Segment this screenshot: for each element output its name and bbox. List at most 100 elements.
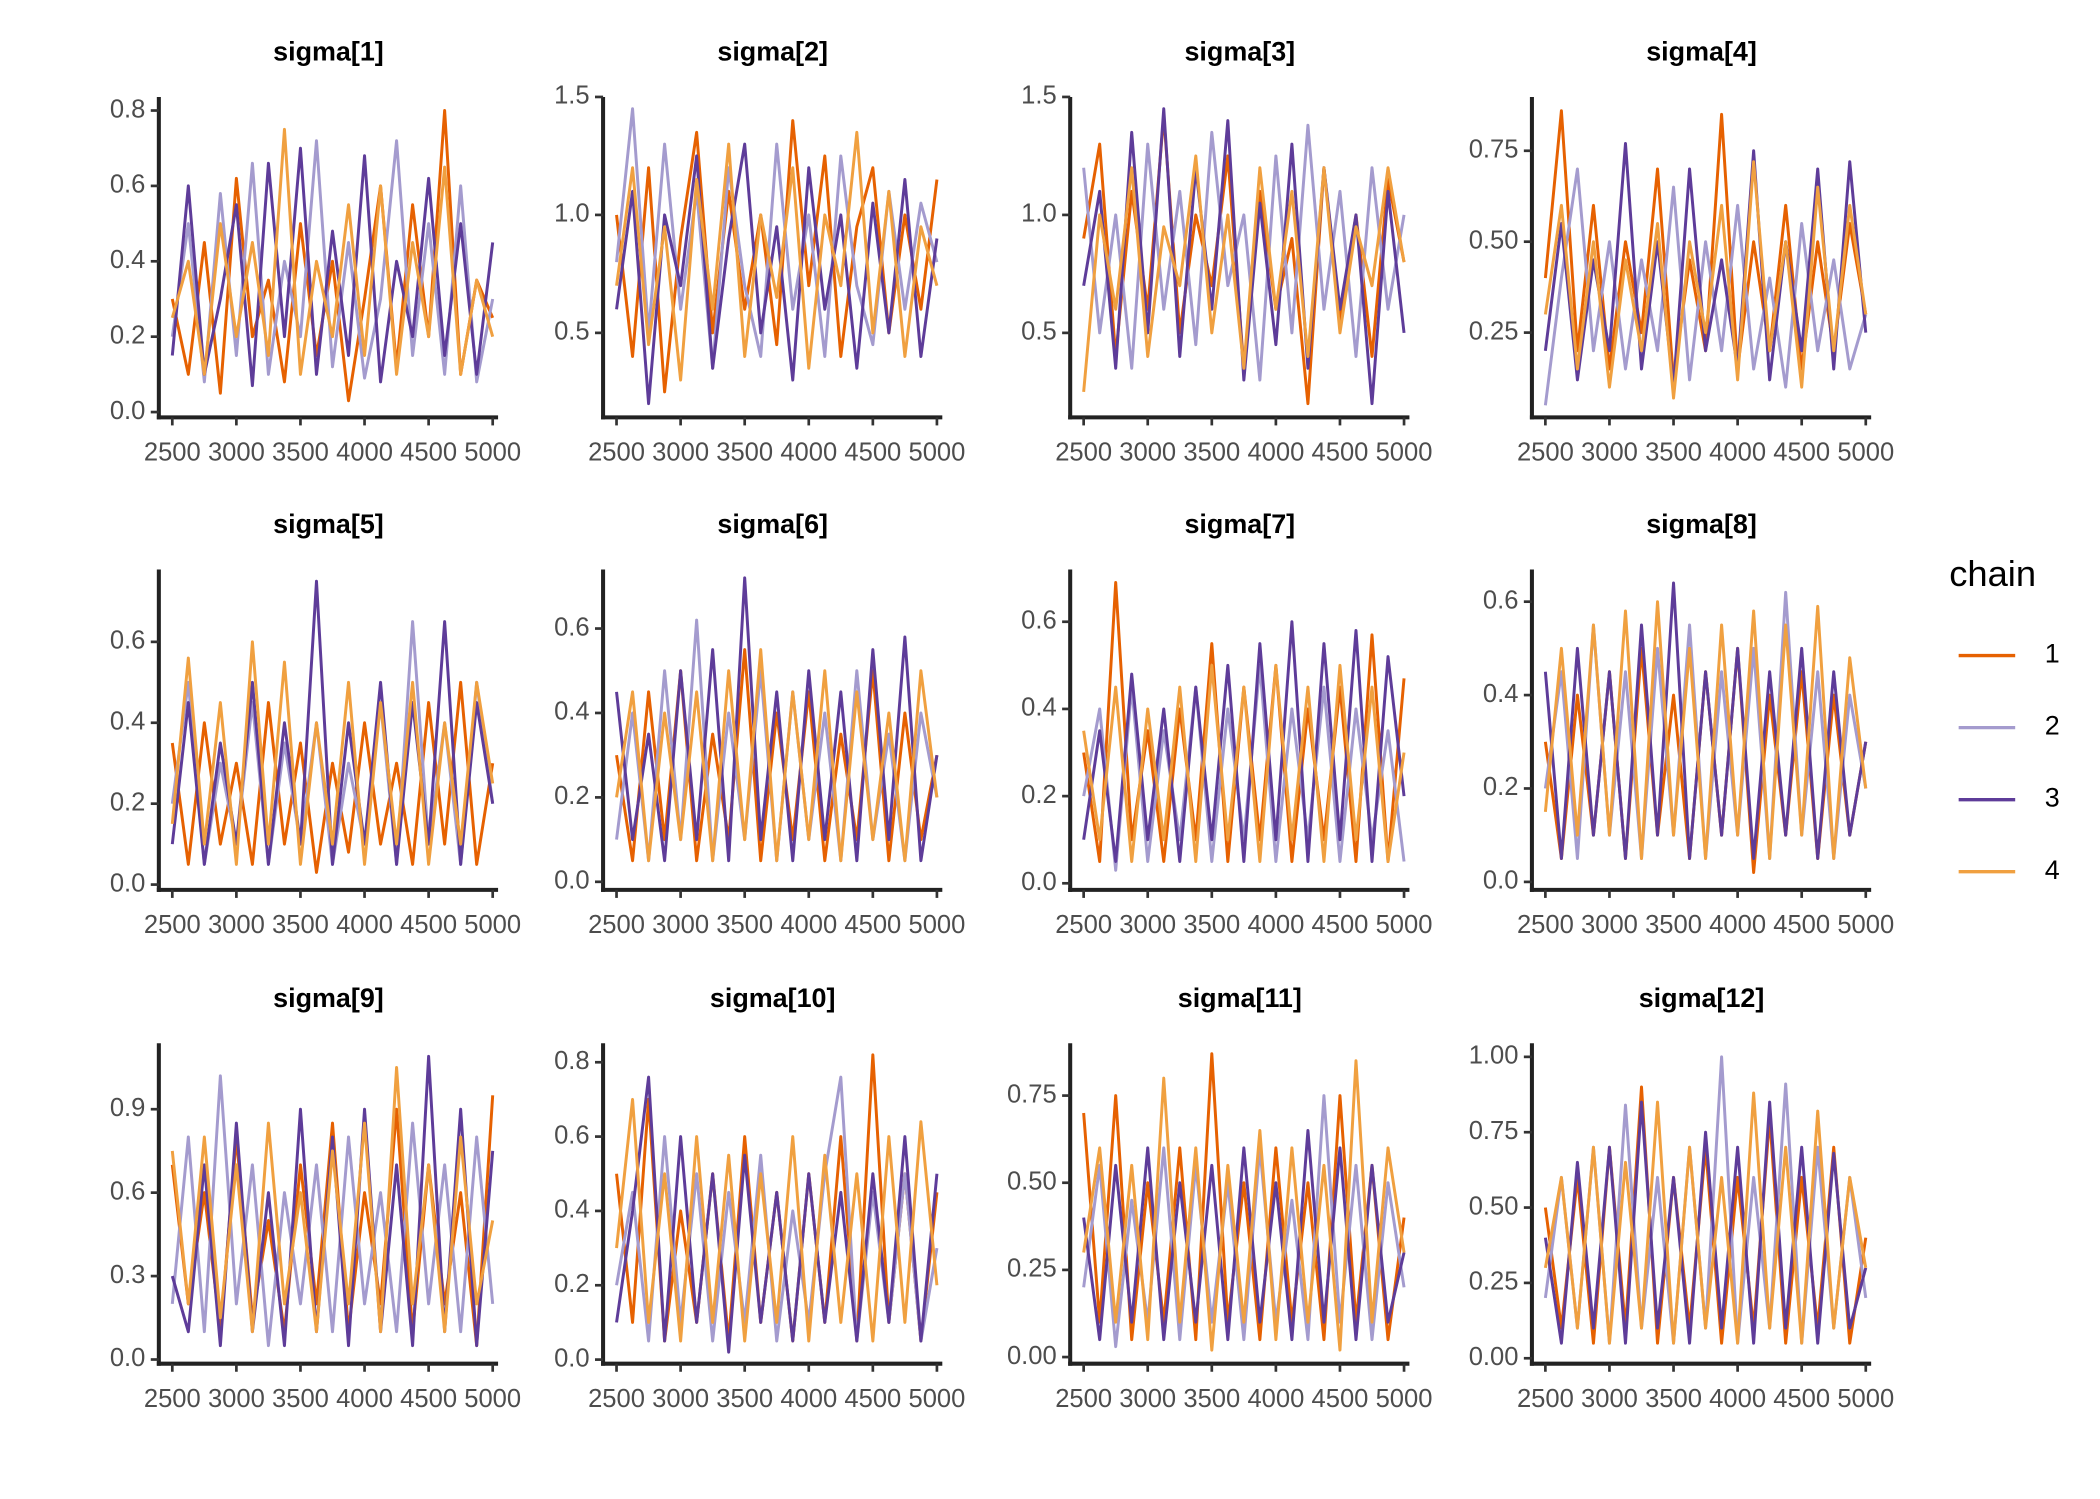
y-tick-label: 0.25 [1469,317,1519,345]
trace-line [170,680,495,874]
x-tick-label: 3500 [1645,1385,1702,1413]
y-tick-label: 0.6 [554,1121,590,1149]
trace-line [615,142,939,406]
trace-line [1082,1059,1406,1352]
legend-label: 4 [2045,855,2060,885]
trace-line [1082,123,1406,382]
x-tick-label: 5000 [1376,438,1433,466]
x-tick-label: 3000 [208,438,265,466]
y-tick-label: 0.0 [554,1344,590,1372]
y-tick-label: 0.2 [554,782,590,810]
trace-line [170,1074,495,1348]
y-tick-label: 0.6 [1021,607,1057,635]
x-tick-label: 2500 [1055,1385,1112,1413]
x-tick-label: 3500 [716,438,773,466]
y-tick-label: 0.2 [110,321,146,349]
x-tick-label: 3000 [652,438,709,466]
y-tick-label: 0.0 [1483,867,1519,895]
x-tick-label: 5000 [908,438,965,466]
x-tick-label: 4500 [1773,438,1830,466]
y-tick-label: 1.5 [1021,82,1057,110]
x-tick-label: 4500 [1773,1385,1830,1413]
trace-line [1543,1091,1868,1345]
y-tick-label: 0.00 [1007,1342,1057,1370]
trace-line [1543,160,1868,400]
x-tick-label: 5000 [1837,438,1894,466]
panel-title: sigma[1] [273,37,384,67]
x-tick-label: 3000 [208,1385,265,1413]
y-tick-label: 0.2 [110,788,146,816]
legend-title: chain [1949,553,2036,594]
trace-line [1082,1128,1406,1342]
x-tick-label: 5000 [908,1385,965,1413]
x-tick-label: 4000 [1247,911,1304,939]
x-tick-label: 2500 [144,911,201,939]
y-tick-label: 0.0 [1021,868,1057,896]
x-tick-label: 3500 [1183,438,1240,466]
legend-label: 1 [2045,639,2060,669]
y-tick-label: 0.2 [1483,773,1519,801]
x-tick-label: 3500 [272,1385,329,1413]
y-tick-label: 0.75 [1469,1117,1519,1145]
x-tick-label: 4000 [336,911,393,939]
x-tick-label: 4500 [844,911,901,939]
trace-line [1543,167,1868,406]
y-tick-label: 0.25 [1469,1268,1519,1296]
x-tick-label: 4500 [400,911,457,939]
panel-title: sigma[9] [273,983,384,1013]
trace-line [615,1097,939,1343]
panel-title: sigma[5] [273,509,384,539]
trace-line [615,648,939,863]
x-tick-label: 5000 [464,438,521,466]
trace-line [1543,1100,1868,1345]
trace-line [1082,1052,1406,1342]
x-tick-label: 3500 [716,1385,773,1413]
y-tick-label: 0.2 [554,1270,590,1298]
legend-label: 3 [2045,783,2060,813]
y-tick-label: 1.0 [554,200,590,228]
x-tick-label: 5000 [1837,911,1894,939]
x-tick-label: 3500 [1645,438,1702,466]
trace-line [615,576,939,863]
x-tick-label: 2500 [1517,911,1574,939]
y-tick-label: 0.6 [110,627,146,655]
x-tick-label: 2500 [588,911,645,939]
x-tick-label: 3500 [272,438,329,466]
x-tick-label: 5000 [464,1385,521,1413]
y-tick-label: 0.3 [110,1261,146,1289]
y-tick-label: 0.9 [110,1094,146,1122]
x-tick-label: 3500 [1183,1385,1240,1413]
y-tick-label: 0.50 [1469,226,1519,254]
y-tick-label: 0.25 [1007,1255,1057,1283]
trace-line [1082,663,1406,863]
y-tick-label: 0.6 [110,1177,146,1205]
panel-title: sigma[11] [1178,983,1302,1013]
x-tick-label: 2500 [1055,438,1112,466]
x-tick-label: 4000 [780,911,837,939]
y-tick-label: 0.2 [1021,781,1057,809]
trace-line [1082,107,1406,406]
y-tick-label: 0.6 [554,613,590,641]
x-tick-label: 3500 [1645,911,1702,939]
x-tick-label: 3500 [1183,911,1240,939]
y-tick-label: 0.6 [1483,586,1519,614]
x-tick-label: 4000 [336,438,393,466]
y-tick-label: 0.00 [1469,1343,1519,1371]
y-tick-label: 0.50 [1007,1167,1057,1195]
x-tick-label: 4500 [1773,911,1830,939]
x-tick-label: 4000 [1709,911,1766,939]
y-tick-label: 1.00 [1469,1042,1519,1070]
trace-line [170,109,495,403]
x-tick-label: 3000 [1119,911,1176,939]
panel-title: sigma[3] [1184,37,1295,67]
x-tick-label: 4500 [844,438,901,466]
x-tick-label: 5000 [1376,911,1433,939]
y-tick-label: 0.5 [554,318,590,346]
panel-title: sigma[7] [1184,509,1295,539]
x-tick-label: 2500 [1517,438,1574,466]
x-tick-label: 3000 [1119,1385,1176,1413]
y-tick-label: 1.5 [554,82,590,110]
trace-line [1082,620,1406,863]
